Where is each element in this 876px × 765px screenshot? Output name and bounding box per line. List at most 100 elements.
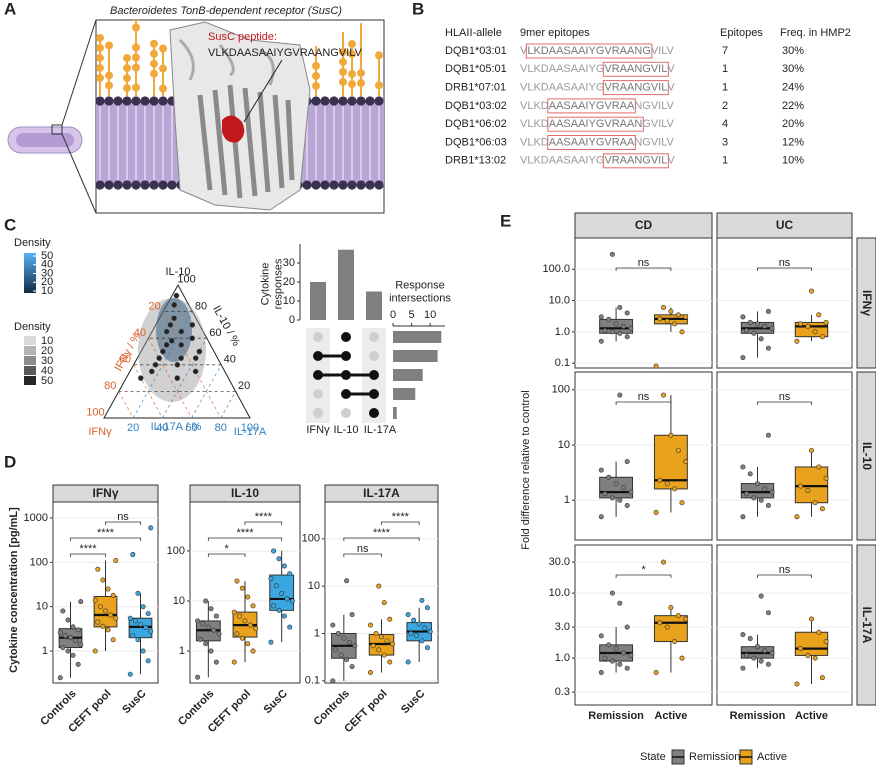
column-header: HLAII-allele bbox=[445, 27, 502, 39]
data-point bbox=[95, 566, 101, 572]
data-point bbox=[424, 605, 430, 611]
ternary-tick-label: 100 bbox=[177, 274, 195, 286]
data-point bbox=[65, 648, 71, 654]
data-point bbox=[70, 652, 76, 658]
data-point bbox=[598, 633, 604, 639]
matrix-dot bbox=[341, 332, 351, 342]
data-point bbox=[271, 548, 277, 554]
data-point bbox=[602, 491, 608, 497]
y-axis-title: Fold difference relative to control bbox=[520, 390, 532, 549]
data-point bbox=[113, 558, 119, 564]
data-point bbox=[598, 314, 604, 320]
significance-label: **** bbox=[97, 527, 115, 539]
data-point bbox=[747, 636, 753, 642]
data-point bbox=[208, 648, 214, 654]
sequence-segment: V bbox=[667, 82, 675, 94]
data-point bbox=[97, 604, 103, 610]
plot-area bbox=[716, 237, 853, 369]
lps-sugar bbox=[96, 73, 104, 82]
sequence-segment: VLKD bbox=[520, 100, 549, 112]
ternary-grid-line bbox=[133, 364, 163, 419]
data-point bbox=[624, 503, 630, 509]
data-point bbox=[211, 627, 217, 633]
ternary-tick-label: 60 bbox=[185, 422, 197, 434]
plot-area bbox=[574, 371, 713, 541]
lps-sugar bbox=[159, 84, 167, 93]
peptide-label: SusC peptide: bbox=[208, 31, 277, 43]
ternary-grid-line bbox=[118, 391, 134, 419]
lps-sugar bbox=[105, 81, 113, 90]
ternary-point bbox=[156, 355, 163, 361]
lps-sugar bbox=[375, 51, 383, 60]
lipid-head bbox=[374, 96, 384, 106]
data-point bbox=[135, 637, 141, 643]
significance-bracket bbox=[343, 537, 420, 541]
data-point bbox=[598, 514, 604, 520]
data-point bbox=[668, 605, 674, 611]
data-point bbox=[657, 316, 663, 322]
data-point bbox=[683, 459, 689, 465]
data-point bbox=[110, 637, 116, 643]
significance-bracket bbox=[105, 521, 141, 525]
peptide-sequence: VLKDAASAAIYGVRAANGVILV bbox=[208, 47, 363, 59]
vertex-label: IFNγ bbox=[88, 426, 112, 438]
allele: DQB1*06:03 bbox=[445, 136, 507, 148]
data-point bbox=[808, 447, 814, 453]
lipid-head bbox=[158, 180, 168, 190]
data-point bbox=[816, 312, 822, 318]
data-point bbox=[405, 659, 411, 665]
matrix-dot bbox=[313, 389, 323, 399]
lps-sugar bbox=[348, 70, 356, 79]
data-point bbox=[675, 613, 681, 619]
epitope-count: 1 bbox=[722, 82, 728, 94]
ternary-tick-label: 20 bbox=[238, 380, 250, 392]
x-tick-label: Remission bbox=[730, 710, 786, 722]
data-point bbox=[195, 618, 201, 624]
text-line: responses bbox=[272, 258, 284, 309]
data-point bbox=[279, 591, 285, 597]
legend-label: Active bbox=[757, 751, 787, 763]
data-point bbox=[250, 603, 256, 609]
lps-sugar bbox=[123, 84, 131, 93]
data-point bbox=[419, 638, 425, 644]
data-point bbox=[237, 613, 243, 619]
data-point bbox=[70, 624, 76, 630]
ternary-point bbox=[137, 375, 144, 381]
data-point bbox=[747, 319, 753, 325]
column-header: 9mer epitopes bbox=[520, 27, 590, 39]
data-point bbox=[381, 600, 387, 606]
data-point bbox=[330, 622, 336, 628]
data-point bbox=[427, 629, 433, 635]
legend-tick-label: 30 bbox=[41, 267, 53, 279]
data-point bbox=[78, 642, 84, 648]
peptide-highlight bbox=[222, 115, 245, 143]
box bbox=[653, 615, 688, 643]
lps-sugar bbox=[159, 64, 167, 73]
x-tick-label: 0 bbox=[390, 309, 396, 321]
data-point bbox=[609, 495, 615, 501]
frequency: 22% bbox=[782, 100, 804, 112]
epitope-box bbox=[602, 80, 669, 96]
data-point bbox=[100, 577, 106, 583]
ternary-point bbox=[167, 322, 174, 328]
significance-bracket bbox=[207, 537, 283, 541]
data-point bbox=[68, 635, 74, 641]
data-point bbox=[113, 615, 119, 621]
epitope-box bbox=[602, 61, 669, 77]
lipid-head bbox=[329, 96, 339, 106]
panel-d: Cytokine concentration [pg/mL]IFNγ110100… bbox=[8, 484, 439, 735]
data-point bbox=[754, 481, 760, 487]
zoom-box bbox=[51, 124, 63, 135]
data-point bbox=[765, 345, 771, 351]
x-tick-label: SusC bbox=[120, 688, 148, 716]
matrix-dot bbox=[369, 351, 379, 361]
ternary-point bbox=[163, 342, 170, 348]
lps-sugar bbox=[132, 20, 140, 22]
y-tick-label: 1.0 bbox=[555, 326, 570, 338]
lps-sugar bbox=[348, 50, 356, 59]
lps-sugar bbox=[339, 57, 347, 66]
allele: DQB1*03:01 bbox=[445, 45, 507, 57]
data-point bbox=[341, 635, 347, 641]
ternary-tick-label: 20 bbox=[149, 300, 161, 312]
lipid-head bbox=[329, 180, 339, 190]
